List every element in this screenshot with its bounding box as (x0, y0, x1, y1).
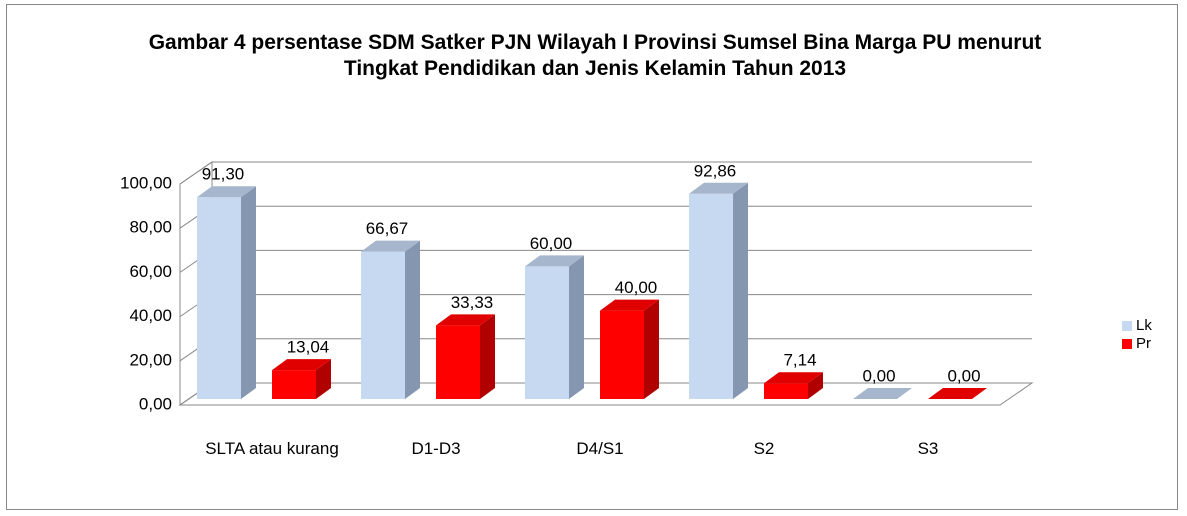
x-tick-label: D4/S1 (576, 439, 624, 458)
bar (361, 240, 420, 399)
chart-title: Gambar 4 persentase SDM Satker PJN Wilay… (148, 31, 1042, 80)
y-tick-label: 20,00 (129, 350, 172, 369)
bar-face (525, 255, 584, 267)
legend-label: Lk (1136, 317, 1152, 334)
bar-face (853, 388, 912, 399)
bar (928, 388, 987, 399)
y-tick-label: 40,00 (129, 306, 172, 325)
bar-face (197, 186, 256, 198)
bar-face (480, 314, 495, 399)
x-tick-label: D1-D3 (411, 439, 461, 458)
data-label: 66,67 (366, 219, 409, 238)
data-label: 40,00 (615, 278, 658, 297)
legend-swatch (1122, 321, 1132, 331)
data-label: 33,33 (451, 293, 494, 312)
bar-face (525, 266, 569, 399)
y-tick-label: 100,00 (120, 173, 172, 192)
bar-face (197, 197, 241, 399)
bar-face (928, 388, 987, 399)
data-label: 0,00 (862, 366, 895, 385)
y-tick-label: 0,00 (139, 394, 172, 413)
bar (689, 182, 748, 399)
bar (764, 372, 823, 399)
x-tick-label: S3 (917, 439, 939, 458)
legend-label: Pr (1136, 335, 1151, 352)
bar (600, 299, 659, 399)
bar-face (272, 359, 331, 371)
bar-face (405, 240, 420, 399)
data-label: 7,14 (783, 351, 816, 370)
data-label: 91,30 (202, 165, 245, 184)
bar-face (764, 372, 823, 384)
bar-face (764, 383, 808, 399)
bar-face (689, 193, 733, 399)
bar-face (272, 370, 316, 399)
bar-face (361, 240, 420, 252)
bar-face (436, 314, 495, 326)
bar-face (600, 310, 644, 399)
y-tick-label: 80,00 (129, 218, 172, 237)
bar-face (644, 299, 659, 399)
chart-frame (6, 4, 1178, 510)
grid-line (179, 161, 213, 185)
x-tick-label: S2 (753, 439, 775, 458)
data-label: 92,86 (694, 161, 737, 180)
x-tick-label: SLTA atau kurang (205, 439, 339, 458)
bar-face (241, 186, 256, 399)
bar (197, 186, 256, 399)
data-label: 60,00 (530, 234, 573, 253)
bar-face (361, 251, 405, 399)
bar (853, 388, 912, 399)
bar (525, 255, 584, 399)
data-label: 0,00 (947, 366, 980, 385)
data-label: 13,04 (287, 338, 330, 357)
y-tick-label: 60,00 (129, 262, 172, 281)
bar (272, 359, 331, 399)
bar-face (436, 325, 480, 399)
bar-face (316, 359, 331, 399)
bar-face (733, 182, 748, 399)
bar-face (600, 299, 659, 311)
bar (436, 314, 495, 399)
bar-face (689, 182, 748, 194)
bar-face (808, 372, 823, 399)
legend-swatch (1122, 339, 1132, 349)
bar-face (569, 255, 584, 399)
